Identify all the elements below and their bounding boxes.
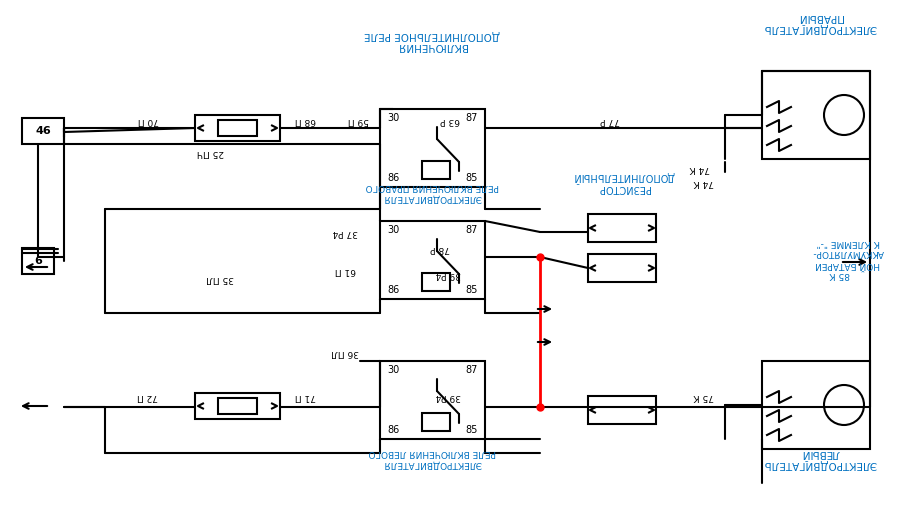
Bar: [588, 396, 656, 424]
Text: 87: 87: [466, 365, 478, 375]
Bar: [219, 120, 256, 136]
Text: 78 Р: 78 Р: [430, 245, 450, 253]
Bar: [422, 161, 450, 179]
Text: 35 ПЛ: 35 ПЛ: [206, 275, 234, 284]
Bar: [380, 109, 485, 187]
Bar: [762, 71, 870, 159]
Bar: [195, 115, 280, 141]
Text: 74 К: 74 К: [689, 164, 710, 173]
Text: 70 П: 70 П: [138, 115, 158, 124]
Text: АККУМУЛЯТОР-: АККУМУЛЯТОР-: [812, 249, 884, 258]
Text: 30: 30: [387, 365, 399, 375]
Text: ДОПОЛНИТЕЛЬНОЕ РЕЛЕ: ДОПОЛНИТЕЛЬНОЕ РЕЛЕ: [364, 30, 500, 40]
Text: 86: 86: [387, 173, 399, 183]
Text: 71 П: 71 П: [294, 393, 316, 402]
Bar: [588, 214, 656, 242]
Text: РЕЛЕ ВКЛЮЧЕНИЯ ПРАВОГО: РЕЛЕ ВКЛЮЧЕНИЯ ПРАВОГО: [365, 182, 499, 191]
Bar: [762, 361, 870, 449]
Bar: [195, 393, 280, 419]
Text: ЭЛЕКТРОДВИГАТЕЛЬ: ЭЛЕКТРОДВИГАТЕЛЬ: [763, 23, 877, 33]
Text: ЭЛЕКТРОДВИГАТЕЛЯ: ЭЛЕКТРОДВИГАТЕЛЯ: [382, 193, 482, 202]
Bar: [22, 248, 54, 274]
Bar: [219, 398, 256, 414]
Bar: [422, 273, 450, 291]
Text: 86: 86: [387, 425, 399, 435]
Text: 85: 85: [466, 285, 478, 295]
Text: ЛЕВЫЙ: ЛЕВЫЙ: [801, 448, 839, 458]
Text: 59 П: 59 П: [347, 115, 369, 124]
Text: 30: 30: [387, 113, 399, 123]
Text: 87: 87: [466, 113, 478, 123]
Text: ПРАВЫЙ: ПРАВЫЙ: [797, 12, 842, 22]
Text: 46: 46: [35, 126, 51, 136]
Bar: [380, 361, 485, 439]
Text: 87: 87: [466, 225, 478, 235]
Text: 85: 85: [466, 173, 478, 183]
Text: 36 ПЛ: 36 ПЛ: [331, 347, 359, 356]
Text: 74 К: 74 К: [694, 178, 715, 187]
Text: 85: 85: [466, 425, 478, 435]
Text: ВКЛЮЧЕНИЯ: ВКЛЮЧЕНИЯ: [397, 41, 467, 51]
Text: 30: 30: [387, 225, 399, 235]
Text: 61 П: 61 П: [335, 267, 356, 276]
Text: 25 ПЧ: 25 ПЧ: [196, 149, 223, 158]
Bar: [22, 118, 64, 144]
Text: РЕЗИСТОР: РЕЗИСТОР: [598, 183, 650, 193]
Text: 75 К: 75 К: [694, 393, 715, 402]
Text: 63 Р: 63 Р: [440, 115, 460, 124]
Text: ЭЛЕКТРОДВИГАТЕЛЬ: ЭЛЕКТРОДВИГАТЕЛЬ: [763, 459, 877, 469]
Text: 68 П: 68 П: [294, 115, 316, 124]
Text: 37 Р4: 37 Р4: [332, 228, 357, 237]
Text: РЕЛЕ ВКЛЮЧЕНИЯ ЛЕВОГО: РЕЛЕ ВКЛЮЧЕНИЯ ЛЕВОГО: [368, 448, 496, 457]
Text: НОЙ БАТАРЕИ: НОЙ БАТАРЕИ: [815, 259, 880, 268]
Text: ДОПОЛНИТЕЛЬНЫЙ: ДОПОЛНИТЕЛЬНЫЙ: [573, 171, 675, 183]
Text: 77 Р: 77 Р: [600, 115, 620, 124]
Text: ЭЛЕКТРОДВИГАТЕЛЯ: ЭЛЕКТРОДВИГАТЕЛЯ: [382, 460, 482, 469]
Text: 86: 86: [387, 285, 399, 295]
Text: 39 Р4: 39 Р4: [436, 393, 461, 402]
Text: 72 П: 72 П: [138, 393, 158, 402]
Text: 85 К: 85 К: [830, 270, 850, 279]
Bar: [380, 221, 485, 299]
Text: 6: 6: [34, 256, 42, 266]
Text: 39 Р4: 39 Р4: [436, 270, 461, 279]
Bar: [588, 254, 656, 282]
Bar: [422, 413, 450, 431]
Text: К КЛЕММЕ "-": К КЛЕММЕ "-": [816, 238, 880, 247]
